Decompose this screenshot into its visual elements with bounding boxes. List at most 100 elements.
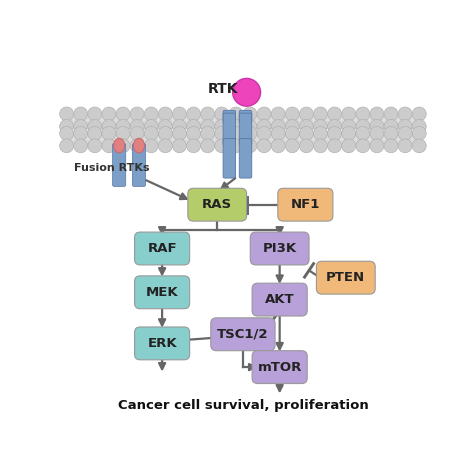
Circle shape <box>102 139 116 153</box>
Text: PTEN: PTEN <box>326 271 365 284</box>
Circle shape <box>215 119 229 133</box>
Circle shape <box>215 107 229 121</box>
FancyBboxPatch shape <box>278 188 333 221</box>
Circle shape <box>187 107 201 121</box>
Circle shape <box>158 139 173 153</box>
Circle shape <box>144 119 158 133</box>
Ellipse shape <box>134 138 145 153</box>
FancyBboxPatch shape <box>252 283 307 316</box>
Circle shape <box>356 107 370 121</box>
FancyBboxPatch shape <box>112 143 126 186</box>
Text: TSC1/2: TSC1/2 <box>217 328 269 341</box>
Circle shape <box>144 127 158 140</box>
Circle shape <box>271 119 285 133</box>
Text: RAF: RAF <box>147 242 177 255</box>
Circle shape <box>116 107 130 121</box>
Circle shape <box>398 139 412 153</box>
Circle shape <box>243 127 257 140</box>
Circle shape <box>201 107 215 121</box>
Text: AKT: AKT <box>265 293 294 306</box>
Circle shape <box>243 107 257 121</box>
Circle shape <box>313 139 328 153</box>
Circle shape <box>187 119 201 133</box>
FancyBboxPatch shape <box>132 143 146 186</box>
Circle shape <box>271 139 285 153</box>
Circle shape <box>313 119 328 133</box>
FancyBboxPatch shape <box>223 138 236 178</box>
Circle shape <box>285 107 299 121</box>
Circle shape <box>412 107 426 121</box>
Circle shape <box>88 107 102 121</box>
Circle shape <box>229 139 243 153</box>
Circle shape <box>412 139 426 153</box>
Circle shape <box>285 119 299 133</box>
Text: mTOR: mTOR <box>257 361 302 374</box>
Circle shape <box>60 139 73 153</box>
Circle shape <box>60 127 73 140</box>
Circle shape <box>130 127 144 140</box>
Circle shape <box>356 127 370 140</box>
Circle shape <box>398 119 412 133</box>
Circle shape <box>384 107 398 121</box>
Circle shape <box>257 127 271 140</box>
Circle shape <box>187 127 201 140</box>
Circle shape <box>130 139 144 153</box>
FancyBboxPatch shape <box>239 110 252 123</box>
Circle shape <box>229 127 243 140</box>
FancyBboxPatch shape <box>135 276 190 309</box>
Circle shape <box>173 107 186 121</box>
Circle shape <box>328 127 342 140</box>
Circle shape <box>74 119 88 133</box>
Circle shape <box>384 139 398 153</box>
Circle shape <box>158 107 173 121</box>
Circle shape <box>130 119 144 133</box>
Circle shape <box>285 127 299 140</box>
Circle shape <box>412 119 426 133</box>
Circle shape <box>300 127 313 140</box>
Circle shape <box>370 127 384 140</box>
Circle shape <box>342 139 356 153</box>
Circle shape <box>60 119 73 133</box>
Circle shape <box>229 107 243 121</box>
Circle shape <box>215 127 229 140</box>
Circle shape <box>144 139 158 153</box>
Text: PI3K: PI3K <box>263 242 297 255</box>
Circle shape <box>229 119 243 133</box>
Circle shape <box>130 107 144 121</box>
FancyBboxPatch shape <box>135 327 190 360</box>
Text: MEK: MEK <box>146 286 178 299</box>
Circle shape <box>398 127 412 140</box>
Circle shape <box>116 139 130 153</box>
Circle shape <box>384 127 398 140</box>
FancyBboxPatch shape <box>239 138 252 178</box>
Circle shape <box>285 139 299 153</box>
Circle shape <box>158 119 173 133</box>
Circle shape <box>158 127 173 140</box>
Circle shape <box>144 107 158 121</box>
Circle shape <box>328 139 342 153</box>
Text: Fusion RTKs: Fusion RTKs <box>74 163 149 173</box>
Circle shape <box>342 107 356 121</box>
FancyBboxPatch shape <box>239 113 252 145</box>
Circle shape <box>88 139 102 153</box>
FancyBboxPatch shape <box>188 188 246 221</box>
Circle shape <box>271 127 285 140</box>
Circle shape <box>201 139 215 153</box>
Circle shape <box>342 119 356 133</box>
Circle shape <box>271 107 285 121</box>
Circle shape <box>300 139 313 153</box>
Circle shape <box>328 107 342 121</box>
Circle shape <box>398 107 412 121</box>
Text: RTK: RTK <box>208 82 238 96</box>
Circle shape <box>370 139 384 153</box>
Circle shape <box>173 139 186 153</box>
FancyBboxPatch shape <box>223 113 236 145</box>
Circle shape <box>60 107 73 121</box>
Text: Cancer cell survival, proliferation: Cancer cell survival, proliferation <box>118 399 368 412</box>
Circle shape <box>257 119 271 133</box>
FancyBboxPatch shape <box>223 110 236 123</box>
Circle shape <box>356 119 370 133</box>
Circle shape <box>328 119 342 133</box>
FancyBboxPatch shape <box>317 261 375 294</box>
FancyBboxPatch shape <box>250 232 309 265</box>
